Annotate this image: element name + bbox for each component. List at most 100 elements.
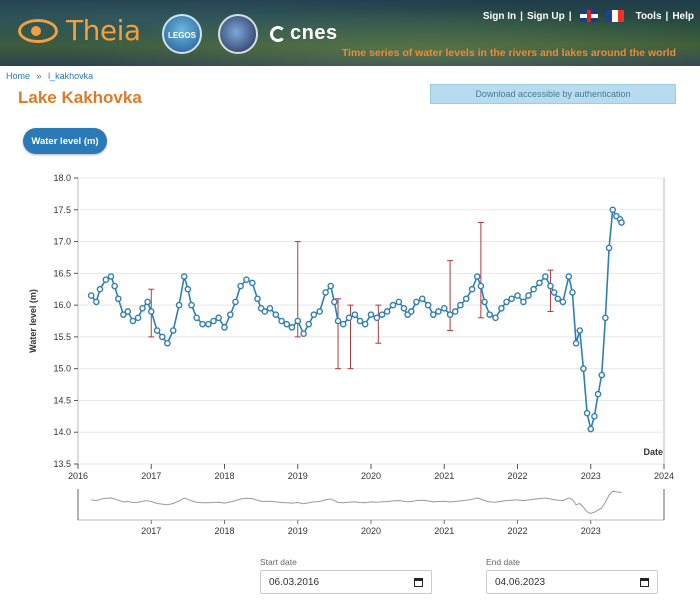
data-point[interactable] <box>139 304 146 312</box>
data-point[interactable] <box>294 317 302 325</box>
legos-logo[interactable]: LEGOS <box>162 14 202 54</box>
data-point[interactable] <box>129 317 137 325</box>
data-point[interactable] <box>227 311 234 318</box>
data-point[interactable] <box>525 292 532 299</box>
data-point[interactable] <box>164 339 171 347</box>
data-point[interactable] <box>221 324 228 331</box>
data-point[interactable] <box>547 282 554 290</box>
data-point[interactable] <box>594 390 602 398</box>
data-point[interactable] <box>580 365 587 372</box>
download-button[interactable]: Download accessible by authentication <box>430 84 676 104</box>
data-point[interactable] <box>429 311 437 318</box>
data-point[interactable] <box>334 317 342 325</box>
data-point[interactable] <box>147 308 155 315</box>
data-point[interactable] <box>237 282 244 290</box>
data-point[interactable] <box>215 314 222 322</box>
data-point[interactable] <box>283 320 291 328</box>
data-point[interactable] <box>193 314 200 322</box>
help-link[interactable]: Help <box>672 10 694 22</box>
data-point[interactable] <box>272 311 280 318</box>
sign-in-link[interactable]: Sign In <box>482 10 517 22</box>
data-point[interactable] <box>554 295 562 303</box>
data-point[interactable] <box>96 285 104 293</box>
data-point[interactable] <box>322 289 329 296</box>
data-point[interactable] <box>587 425 595 433</box>
data-point[interactable] <box>278 317 285 325</box>
data-point[interactable] <box>107 273 115 280</box>
sign-up-link[interactable]: Sign Up <box>526 10 565 22</box>
data-point[interactable] <box>569 289 576 296</box>
breadcrumb-home[interactable]: Home <box>6 71 31 81</box>
data-point[interactable] <box>134 314 142 322</box>
data-point[interactable] <box>446 311 454 318</box>
breadcrumb-current[interactable]: l_kakhovka <box>48 71 94 81</box>
start-date-input[interactable]: 06.03.2016 <box>260 570 432 594</box>
data-point[interactable] <box>536 279 543 287</box>
data-point[interactable] <box>477 282 485 290</box>
data-point[interactable] <box>153 327 161 334</box>
calendar-icon[interactable] <box>640 577 649 587</box>
data-point[interactable] <box>400 304 408 312</box>
data-point[interactable] <box>367 311 375 318</box>
data-point[interactable] <box>300 330 307 338</box>
data-point[interactable] <box>188 301 195 309</box>
data-point[interactable] <box>486 311 493 318</box>
observatory-logo[interactable] <box>218 14 258 54</box>
data-point[interactable] <box>305 320 313 328</box>
data-point[interactable] <box>498 304 505 312</box>
data-point[interactable] <box>591 413 598 420</box>
data-point[interactable] <box>451 308 459 315</box>
data-point[interactable] <box>473 273 481 280</box>
data-point[interactable] <box>550 289 558 296</box>
data-point[interactable] <box>158 333 166 341</box>
data-point[interactable] <box>583 409 591 417</box>
data-point[interactable] <box>87 292 95 299</box>
data-point[interactable] <box>508 295 515 303</box>
data-point[interactable] <box>383 308 391 315</box>
data-point[interactable] <box>440 304 448 312</box>
uk-flag-icon[interactable] <box>579 10 598 22</box>
data-point[interactable] <box>316 308 324 315</box>
data-point[interactable] <box>361 320 369 328</box>
data-point[interactable] <box>331 298 338 306</box>
data-point[interactable] <box>120 311 127 318</box>
data-point[interactable] <box>609 206 617 214</box>
data-point[interactable] <box>243 276 250 283</box>
data-point[interactable] <box>111 282 118 290</box>
data-point[interactable] <box>395 298 403 306</box>
data-point[interactable] <box>210 317 217 325</box>
data-point[interactable] <box>424 301 432 309</box>
data-point[interactable] <box>114 295 122 303</box>
data-point[interactable] <box>254 295 261 303</box>
data-point[interactable] <box>261 308 269 315</box>
data-point[interactable] <box>351 311 359 318</box>
data-point[interactable] <box>457 301 464 309</box>
data-point[interactable] <box>407 308 415 315</box>
data-point[interactable] <box>102 276 110 283</box>
calendar-icon[interactable] <box>414 577 423 587</box>
data-point[interactable] <box>492 314 499 322</box>
data-point[interactable] <box>618 219 625 226</box>
data-point[interactable] <box>530 285 537 293</box>
data-point[interactable] <box>175 301 183 309</box>
data-point[interactable] <box>144 298 151 306</box>
data-point[interactable] <box>468 285 476 293</box>
data-point[interactable] <box>356 317 364 325</box>
data-point[interactable] <box>373 314 381 322</box>
data-point[interactable] <box>542 273 549 280</box>
end-date-input[interactable]: 04.06.2023 <box>486 570 658 594</box>
data-point[interactable] <box>572 339 580 347</box>
data-point[interactable] <box>605 244 613 252</box>
data-point[interactable] <box>520 298 527 306</box>
data-point[interactable] <box>310 311 318 318</box>
cnes-logo[interactable]: cnes <box>290 22 338 44</box>
data-point[interactable] <box>514 292 521 299</box>
data-point[interactable] <box>378 311 386 318</box>
data-point[interactable] <box>199 320 206 328</box>
data-point[interactable] <box>576 327 584 334</box>
data-point[interactable] <box>418 295 426 303</box>
data-point[interactable] <box>602 314 609 322</box>
data-point[interactable] <box>481 298 488 306</box>
fr-flag-icon[interactable] <box>605 10 624 22</box>
data-point[interactable] <box>598 371 606 379</box>
